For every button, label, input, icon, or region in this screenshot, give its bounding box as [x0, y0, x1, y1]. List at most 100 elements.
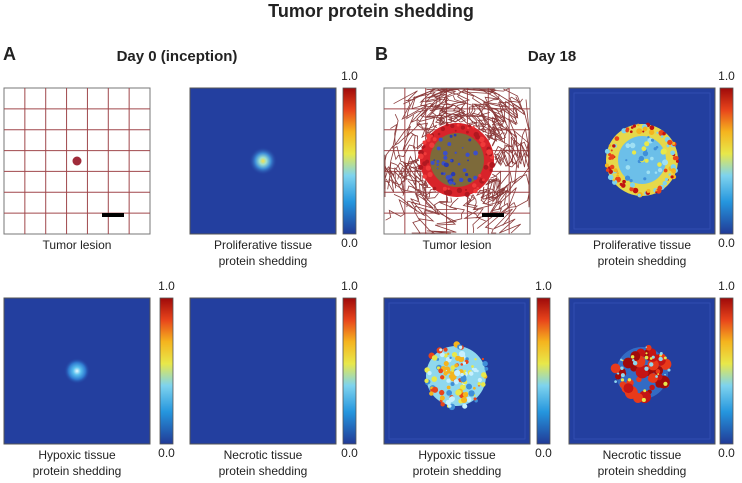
- sprout: [479, 102, 509, 135]
- speckle: [473, 150, 478, 156]
- speckle: [453, 133, 457, 137]
- colorbar: [536, 297, 551, 445]
- speckle: [426, 133, 432, 139]
- speckle: [438, 137, 443, 142]
- sprout: [472, 194, 494, 211]
- colorbar: [342, 297, 357, 445]
- caption: Necrotic tissue: [224, 448, 303, 462]
- sprout: [487, 96, 525, 140]
- panel-label: B: [375, 44, 388, 64]
- speckle: [422, 145, 426, 148]
- speckle: [443, 155, 448, 160]
- speckle: [664, 177, 669, 182]
- speckle: [645, 352, 648, 355]
- caption: Tumor lesion: [43, 238, 112, 252]
- speckle: [483, 164, 489, 170]
- speckle: [464, 173, 469, 177]
- speckle: [456, 187, 463, 194]
- speckle: [422, 140, 427, 145]
- speckle: [613, 179, 616, 182]
- speckle: [629, 142, 636, 149]
- speckle: [642, 150, 649, 157]
- speckle: [442, 150, 448, 156]
- speckle: [672, 170, 676, 174]
- image-panel: 1.0 0.0 Hypoxic tissue protein shedding: [3, 279, 175, 478]
- image-panel: 1.0 0.0 Hypoxic tissue protein shedding: [383, 279, 552, 478]
- sprout: [447, 106, 465, 123]
- colorbar-min: 0.0: [158, 446, 175, 460]
- speckle: [649, 125, 655, 131]
- sprout: [473, 98, 523, 130]
- speckle: [657, 373, 660, 376]
- sprout: [403, 89, 438, 129]
- image-panel: Tumor lesion: [3, 87, 151, 252]
- speckle: [448, 374, 453, 379]
- caption: protein shedding: [413, 464, 502, 478]
- figure-title: Tumor protein shedding: [268, 1, 474, 21]
- speckle: [649, 384, 655, 391]
- colorbar: [342, 87, 357, 235]
- speckle: [663, 356, 667, 360]
- speckle: [443, 173, 446, 176]
- scale-bar: [102, 213, 124, 217]
- speckle: [454, 151, 457, 154]
- speckle: [454, 129, 457, 132]
- speckle: [450, 171, 456, 177]
- sprout: [487, 179, 509, 195]
- speckle: [622, 357, 634, 369]
- speckle: [471, 365, 474, 368]
- speckle: [655, 145, 659, 149]
- speckle: [469, 371, 474, 376]
- speckle: [460, 376, 467, 383]
- speckle: [619, 182, 623, 186]
- speckle: [473, 188, 478, 194]
- speckle: [462, 391, 469, 398]
- colorbar-max: 1.0: [535, 279, 552, 293]
- speckle: [607, 174, 614, 181]
- sprout: [407, 181, 427, 196]
- speckle: [458, 350, 466, 358]
- speckle: [448, 404, 452, 408]
- speckle: [451, 369, 454, 372]
- colorbar-max: 1.0: [341, 69, 358, 83]
- speckle: [452, 181, 455, 185]
- sprout: [456, 88, 467, 123]
- speckle: [467, 177, 472, 183]
- speckle: [620, 366, 624, 371]
- colorbar-max: 1.0: [341, 279, 358, 293]
- speckle: [443, 189, 450, 196]
- field: [3, 297, 151, 445]
- speckle: [649, 362, 654, 367]
- speckle: [439, 348, 443, 352]
- speckle: [655, 369, 661, 374]
- speckle: [643, 177, 647, 181]
- speckle: [630, 126, 634, 129]
- speckle: [655, 380, 663, 388]
- speckle: [625, 143, 631, 149]
- speckle: [472, 183, 477, 188]
- speckle: [427, 171, 433, 178]
- speckle: [432, 137, 437, 142]
- speckle: [449, 396, 455, 402]
- speckle: [670, 150, 676, 156]
- sprout: [487, 180, 512, 203]
- speckle: [461, 396, 468, 404]
- speckle: [660, 148, 667, 155]
- sprout: [397, 173, 423, 187]
- speckle: [629, 182, 635, 188]
- sprout: [408, 166, 421, 178]
- speckle: [671, 141, 676, 145]
- speckle: [620, 358, 623, 361]
- sprout: [385, 171, 422, 195]
- speckle: [672, 156, 677, 161]
- image-panel: Tumor lesion: [383, 87, 531, 252]
- speckle: [657, 162, 662, 167]
- speckle: [608, 156, 612, 160]
- sprout: [486, 115, 504, 140]
- speckle: [440, 402, 445, 407]
- sprout: [492, 171, 530, 208]
- speckle: [440, 375, 445, 380]
- speckle: [667, 368, 671, 372]
- speckle: [641, 146, 647, 152]
- field-border: [573, 92, 711, 230]
